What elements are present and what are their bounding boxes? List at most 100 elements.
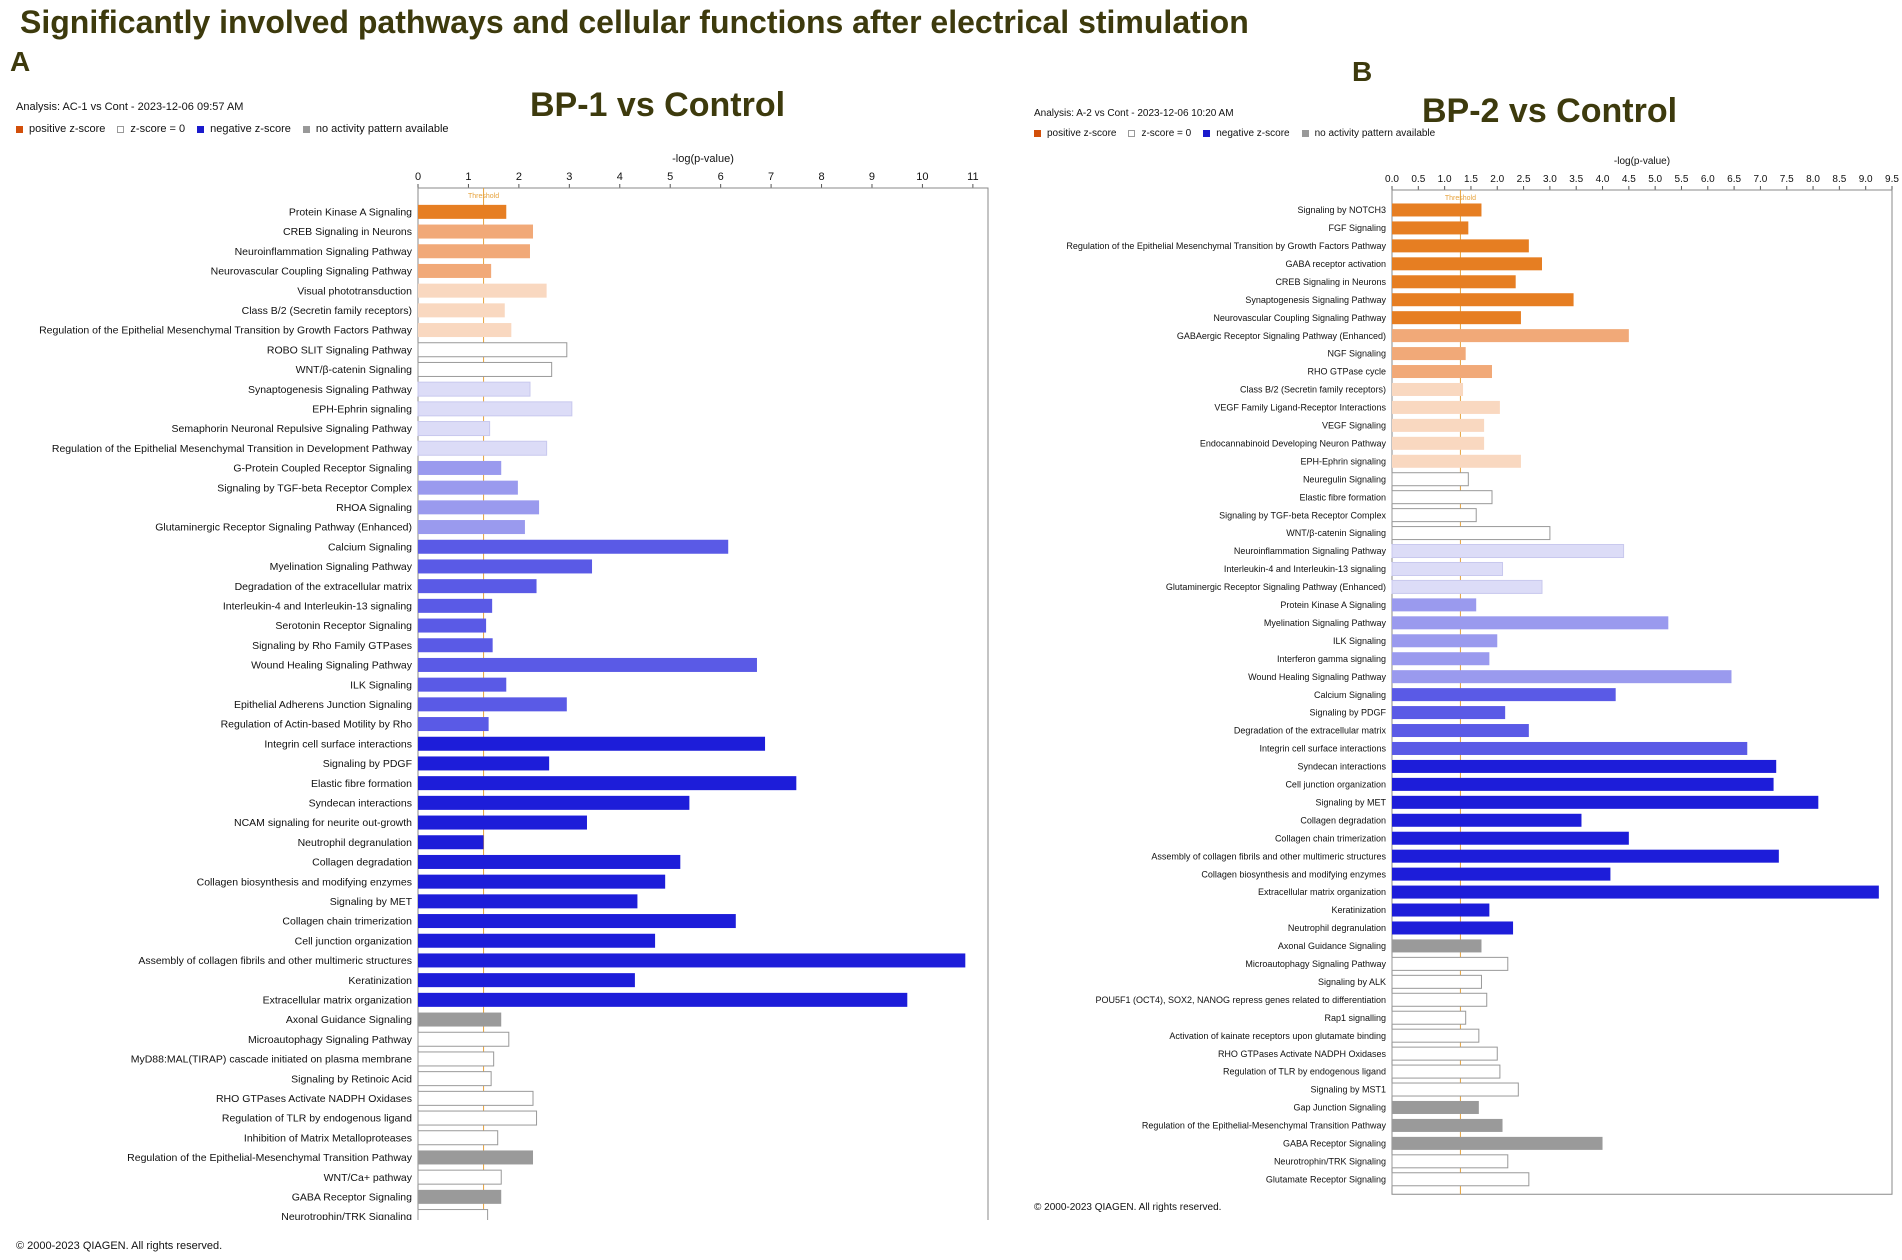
category-label: Microautophagy Signaling Pathway	[1245, 959, 1386, 969]
bar	[1392, 885, 1879, 899]
bar	[418, 323, 512, 338]
category-label: Collagen chain trimerization	[282, 916, 412, 928]
bar	[417, 1130, 499, 1146]
category-label: Regulation of the Epithelial-Mesenchymal…	[127, 1152, 413, 1164]
category-label: Keratinization	[1331, 905, 1386, 915]
category-label: Degradation of the extracellular matrix	[1234, 726, 1387, 736]
category-label: Signaling by MET	[1315, 797, 1386, 807]
x-tick-label: 2	[516, 171, 522, 183]
category-label: Microautophagy Signaling Pathway	[248, 1034, 413, 1046]
bar	[1392, 454, 1521, 468]
bar	[1392, 221, 1469, 235]
bar	[418, 677, 507, 692]
category-label: VEGF Family Ligand-Receptor Interactions	[1214, 403, 1386, 413]
bar	[1392, 921, 1514, 935]
category-label: Regulation of the Epithelial Mesenchymal…	[52, 443, 413, 455]
category-label: Signaling by Retinoic Acid	[291, 1073, 412, 1085]
bar	[417, 1209, 489, 1220]
bar	[418, 618, 487, 633]
legend-na-label: no activity pattern available	[315, 123, 449, 135]
bar	[418, 1189, 502, 1204]
bar	[1392, 849, 1779, 863]
x-tick-label: 7	[768, 171, 774, 183]
legend-b-zero-swatch	[1128, 130, 1136, 137]
bar	[418, 1012, 502, 1027]
bar	[417, 361, 553, 377]
bar	[418, 204, 507, 219]
category-label: Activation of kainate receptors upon glu…	[1169, 1031, 1386, 1041]
category-label: Rap1 signalling	[1324, 1013, 1386, 1023]
bar	[1391, 1064, 1501, 1079]
x-tick-label: 4.0	[1596, 174, 1610, 185]
bar	[1392, 688, 1616, 702]
bar	[418, 638, 493, 653]
category-label: Protein Kinase A Signaling	[289, 207, 412, 219]
x-tick-label: 4.5	[1622, 174, 1636, 185]
x-tick-label: 9.0	[1859, 174, 1873, 185]
bar	[1392, 275, 1516, 289]
x-tick-label: 6.5	[1727, 174, 1741, 185]
category-label: Endocannabinoid Developing Neuron Pathwa…	[1200, 438, 1387, 448]
legend-b-negative-swatch	[1203, 130, 1211, 137]
category-label: Myelination Signaling Pathway	[1264, 618, 1387, 628]
bar	[418, 539, 729, 554]
category-label: NGF Signaling	[1327, 349, 1386, 359]
bar	[1392, 670, 1732, 684]
category-label: Glutaminergic Receptor Signaling Pathway…	[1166, 582, 1386, 592]
bar	[417, 1031, 510, 1047]
category-label: Syndecan interactions	[309, 798, 412, 810]
category-label: Neurovascular Coupling Signaling Pathway	[1213, 313, 1386, 323]
bar	[417, 1169, 502, 1185]
category-label: Collagen degradation	[312, 857, 412, 869]
category-label: Regulation of the Epithelial Mesenchymal…	[39, 325, 413, 337]
legend-b-negative-label: negative z-score	[1216, 128, 1290, 139]
bar	[1392, 365, 1492, 379]
category-label: Signaling by Rho Family GTPases	[252, 640, 412, 652]
category-label: Glutaminergic Receptor Signaling Pathway…	[155, 522, 412, 534]
category-label: G-Protein Coupled Receptor Signaling	[233, 463, 412, 475]
bar	[418, 874, 666, 889]
category-label: Neurotrophin/TRK Signaling	[281, 1211, 412, 1220]
category-label: WNT/Ca+ pathway	[324, 1172, 413, 1184]
bar	[1391, 1172, 1530, 1187]
bar	[418, 283, 547, 298]
category-label: Wound Healing Signaling Pathway	[1248, 672, 1386, 682]
bar	[1392, 939, 1482, 953]
category-label: Neuroinflammation Signaling Pathway	[1234, 546, 1387, 556]
category-label: RHO GTPases Activate NADPH Oxidases	[1218, 1049, 1387, 1059]
category-label: Collagen biosynthesis and modifying enzy…	[1201, 869, 1386, 879]
bar	[418, 795, 690, 810]
bar	[1392, 706, 1506, 720]
category-label: Semaphorin Neuronal Repulsive Signaling …	[172, 423, 413, 435]
bar	[418, 933, 656, 948]
legend-b-positive-swatch	[1034, 130, 1041, 137]
category-label: Signaling by MST1	[1310, 1085, 1386, 1095]
category-label: ILK Signaling	[1333, 636, 1386, 646]
x-tick-label: 6.0	[1701, 174, 1715, 185]
category-label: EPH-Ephrin signaling	[312, 404, 412, 416]
category-label: Regulation of the Epithelial Mesenchymal…	[1066, 241, 1386, 251]
bar	[1392, 382, 1464, 396]
legend-b-zero-label: z-score = 0	[1141, 128, 1192, 139]
category-label: Protein Kinase A Signaling	[1280, 600, 1386, 610]
category-label: RHO GTPases Activate NADPH Oxidases	[216, 1093, 412, 1105]
category-label: Regulation of the Epithelial-Mesenchymal…	[1142, 1121, 1387, 1131]
x-tick-label: 1	[465, 171, 471, 183]
category-label: POU5F1 (OCT4), SOX2, NANOG repress genes…	[1096, 995, 1386, 1005]
panel-a-title: BP-1 vs Control	[530, 86, 786, 124]
bar	[418, 756, 550, 771]
category-label: CREB Signaling in Neurons	[1275, 277, 1386, 287]
panel-b-copyright: © 2000-2023 QIAGEN. All rights reserved.	[1034, 1202, 1222, 1213]
category-label: Collagen degradation	[1300, 815, 1386, 825]
category-label: NCAM signaling for neurite out-growth	[234, 817, 412, 829]
x-tick-label: 5.5	[1675, 174, 1689, 185]
bar	[1392, 436, 1485, 450]
legend-zero-swatch	[117, 125, 125, 133]
bar	[1392, 759, 1777, 773]
bar	[418, 1150, 534, 1165]
category-label: Neurovascular Coupling Signaling Pathway	[211, 266, 413, 278]
category-label: Collagen biosynthesis and modifying enzy…	[197, 876, 412, 888]
category-label: Wound Healing Signaling Pathway	[251, 660, 413, 672]
bar	[418, 992, 908, 1007]
bar	[418, 973, 635, 988]
